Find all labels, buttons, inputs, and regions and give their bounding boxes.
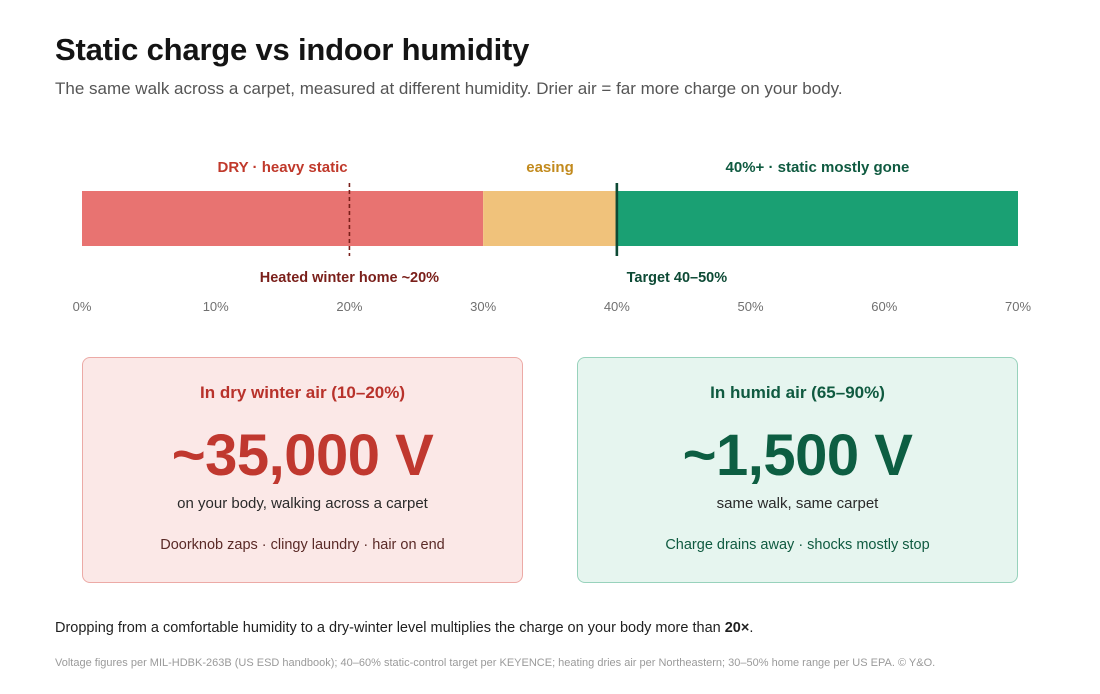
- x-tick-label-50-pct: 50%: [738, 299, 764, 314]
- x-tick-label-70-pct: 70%: [1005, 299, 1031, 314]
- humid-card-description: same walk, same carpet: [716, 495, 879, 512]
- x-tick-label-40-pct: 40%: [604, 299, 630, 314]
- zone-bar-3: [616, 191, 1018, 246]
- zone-label-2: easing: [526, 159, 574, 176]
- dry-card-effects: Doorknob zaps · clingy laundry · hair on…: [160, 537, 445, 553]
- summary-text: Dropping from a comfortable humidity to …: [55, 620, 753, 636]
- humid-card-effects: Charge drains away · shocks mostly stop: [665, 537, 930, 553]
- page-title: Static charge vs indoor humidity: [55, 32, 530, 67]
- humid-card-voltage: ~1,500 V: [682, 423, 913, 488]
- page-subtitle: The same walk across a carpet, measured …: [55, 79, 843, 98]
- dry-card-voltage: ~35,000 V: [171, 423, 434, 488]
- x-tick-label-20-pct: 20%: [336, 299, 362, 314]
- x-tick-label-60-pct: 60%: [871, 299, 897, 314]
- x-tick-label-30-pct: 30%: [470, 299, 496, 314]
- sources-note: Voltage figures per MIL-HDBK-263B (US ES…: [55, 657, 936, 669]
- dry-card-description: on your body, walking across a carpet: [177, 495, 428, 512]
- marker-label-2: Target 40–50%: [627, 270, 728, 286]
- humid-card-heading: In humid air (65–90%): [710, 383, 885, 402]
- zone-label-3: 40%+ · static mostly gone: [726, 159, 910, 176]
- zone-bar-1: [82, 191, 484, 246]
- zone-label-1: DRY · heavy static: [218, 159, 348, 176]
- dry-air-card: In dry winter air (10–20%) ~35,000 V on …: [82, 357, 523, 583]
- humid-air-card: In humid air (65–90%) ~1,500 V same walk…: [577, 357, 1018, 583]
- x-tick-label-0-pct: 0%: [73, 299, 92, 314]
- dry-card-heading: In dry winter air (10–20%): [199, 383, 406, 402]
- summary-body: Dropping from a comfortable humidity to …: [55, 620, 725, 636]
- humidity-scale-chart: DRY · heavy static easing 40%+ · static mo…: [73, 159, 1032, 314]
- marker-label-1: Heated winter home ~20%: [260, 270, 439, 286]
- summary-emphasis: 20×: [724, 620, 750, 636]
- zone-bar-2: [483, 191, 617, 246]
- summary-end: .: [749, 620, 754, 636]
- x-tick-label-10-pct: 10%: [203, 299, 229, 314]
